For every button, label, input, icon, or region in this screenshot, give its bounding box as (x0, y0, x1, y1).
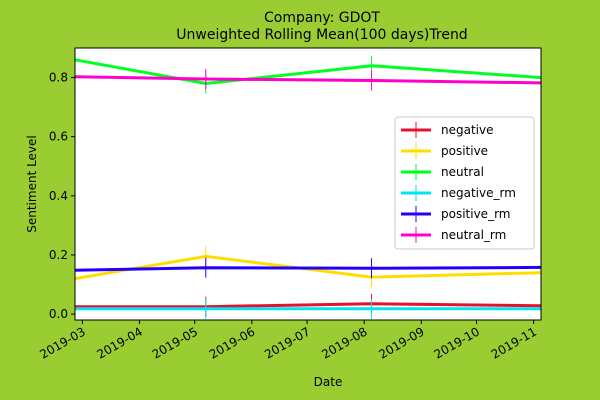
y-tick-label: 0.4 (49, 189, 68, 203)
x-tick-label: 2019-10 (432, 324, 482, 361)
legend-label-positive: positive (441, 144, 488, 158)
chart-title: Company: GDOT (264, 10, 380, 26)
series-line-negative (75, 302, 542, 309)
series-line-neutral_rm (74, 75, 542, 85)
x-axis-label: Date (314, 375, 343, 389)
x-tick-label: 2019-09 (376, 324, 426, 361)
legend-label-negative_rm: negative_rm (441, 186, 516, 200)
y-axis: 0.0 0.2 0.4 0.6 0.8 (49, 71, 75, 321)
x-tick-label: 2019-11 (489, 324, 539, 361)
series-line-neutral (74, 58, 542, 86)
x-axis: 2019-03 2019-04 2019-05 2019-06 2019-07 2019-… (37, 320, 539, 362)
x-tick-label: 2019-06 (207, 324, 257, 361)
y-tick-label: 0.8 (49, 71, 68, 85)
series-layer (74, 55, 542, 319)
y-tick-label: 0.6 (49, 130, 68, 144)
y-axis-label: Sentiment Level (25, 135, 39, 233)
legend-label-neutral: neutral (441, 165, 484, 179)
legend-label-positive_rm: positive_rm (441, 207, 510, 221)
y-tick-label: 0.2 (49, 248, 68, 262)
legend-label-negative: negative (441, 123, 493, 137)
x-tick-label: 2019-07 (262, 324, 312, 361)
legend-label-neutral_rm: neutral_rm (441, 228, 506, 242)
x-tick-label: 2019-05 (150, 324, 200, 361)
x-tick-label: 2019-03 (37, 324, 87, 361)
chart-subtitle: Unweighted Rolling Mean(100 days)Trend (176, 27, 467, 43)
x-tick-label: 2019-04 (95, 324, 145, 361)
plot-frame (74, 47, 542, 321)
legend: negative positive neutral negative_rmpositi… (394, 116, 535, 250)
x-tick-label: 2019-08 (319, 324, 369, 361)
series-line-positive_rm (74, 265, 542, 272)
y-tick-label: 0.0 (49, 307, 68, 321)
